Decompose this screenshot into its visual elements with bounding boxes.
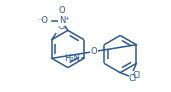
Text: O: O: [91, 47, 97, 56]
Text: ⁻O: ⁻O: [38, 16, 49, 25]
Text: Cl: Cl: [132, 71, 141, 80]
Text: H₂N: H₂N: [64, 54, 80, 63]
Text: Cl: Cl: [128, 74, 136, 83]
Text: N: N: [59, 16, 65, 25]
Text: +: +: [64, 16, 69, 21]
Text: Cl: Cl: [58, 22, 66, 31]
Text: O: O: [58, 6, 65, 15]
